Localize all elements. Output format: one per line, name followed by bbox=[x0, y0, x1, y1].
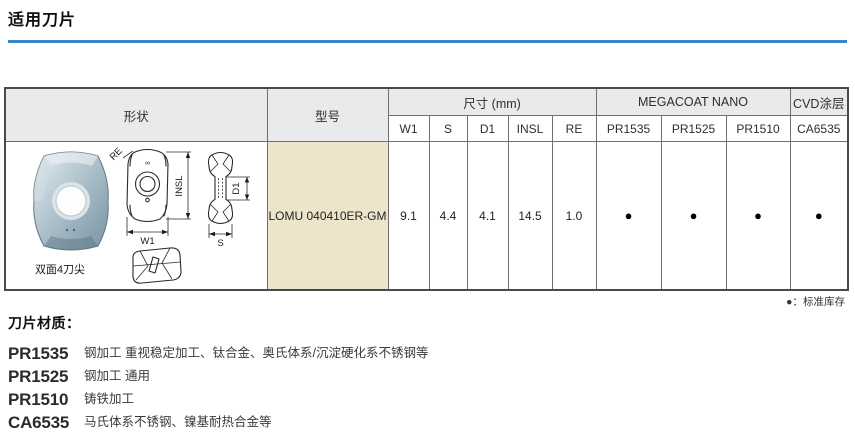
stock-pr1525-cell: ● bbox=[660, 141, 727, 291]
d1-value-cell: 4.1 bbox=[466, 141, 509, 291]
material-item: PR1525 钢加工 通用 bbox=[8, 365, 428, 388]
hole-mark: ∞ bbox=[145, 160, 150, 167]
model-cell: LOMU 040410ER-GM bbox=[266, 141, 389, 291]
w1-dimension-label: W1 bbox=[140, 236, 154, 247]
shape-cell: 双面4刀尖 ∞ RE bbox=[4, 141, 268, 291]
stock-pr1535-cell: ● bbox=[595, 141, 662, 291]
shape-caption: 双面4刀尖 bbox=[35, 263, 85, 276]
stock-pr1510-cell: ● bbox=[725, 141, 791, 291]
insert-materials-section: 刀片材质： PR1535 钢加工 重视稳定加工、钛合金、奥氏体系/沉淀硬化系不锈钢… bbox=[8, 313, 428, 434]
material-description: 钢加工 重视稳定加工、钛合金、奥氏体系/沉淀硬化系不锈钢等 bbox=[84, 346, 429, 360]
column-header-ca6535: CA6535 bbox=[789, 115, 849, 142]
column-header-re: RE bbox=[551, 115, 597, 142]
material-description: 钢加工 通用 bbox=[84, 369, 150, 383]
material-grade: PR1510 bbox=[8, 390, 69, 409]
material-grade: PR1535 bbox=[8, 344, 69, 363]
page-title: 适用刀片 bbox=[8, 12, 77, 29]
column-header-insl: INSL bbox=[507, 115, 553, 142]
re-dimension-label: RE bbox=[108, 146, 125, 163]
material-item: PR1535 钢加工 重视稳定加工、钛合金、奥氏体系/沉淀硬化系不锈钢等 bbox=[8, 342, 428, 365]
re-value-cell: 1.0 bbox=[551, 141, 597, 291]
materials-heading: 刀片材质： bbox=[8, 315, 81, 331]
column-header-size: 尺寸 (mm) bbox=[387, 87, 597, 116]
insl-dimension-label: INSL bbox=[174, 175, 185, 196]
insert-front-view-drawing: ∞ RE INSL bbox=[108, 146, 191, 247]
material-item: CA6535 马氏体系不锈钢、镍基耐热合金等 bbox=[8, 411, 428, 434]
insert-side-view-drawing: D1 S bbox=[207, 151, 250, 249]
insert-spec-table: 形状 型号 尺寸 (mm) MEGACOAT NANO CVD涂层 W1 S D… bbox=[4, 87, 849, 291]
material-grade: CA6535 bbox=[8, 413, 70, 432]
w1-value-cell: 9.1 bbox=[387, 141, 430, 291]
column-header-cvd-coating: CVD涂层 bbox=[789, 87, 849, 116]
column-header-shape: 形状 bbox=[4, 87, 268, 142]
s-dimension-label: S bbox=[217, 238, 223, 249]
column-header-megacoat-nano: MEGACOAT NANO bbox=[595, 87, 791, 116]
column-header-w1: W1 bbox=[387, 115, 430, 142]
column-header-pr1535: PR1535 bbox=[595, 115, 662, 142]
insert-shape-graphic: 双面4刀尖 ∞ RE bbox=[33, 146, 250, 284]
column-header-model: 型号 bbox=[266, 87, 389, 142]
stock-legend: ●：标准库存 bbox=[786, 296, 845, 308]
insl-value-cell: 14.5 bbox=[507, 141, 553, 291]
insert-photo bbox=[33, 151, 109, 251]
material-grade: PR1525 bbox=[8, 367, 69, 386]
column-header-d1: D1 bbox=[466, 115, 509, 142]
table-row: 双面4刀尖 ∞ RE bbox=[4, 141, 849, 291]
column-header-pr1525: PR1525 bbox=[660, 115, 727, 142]
material-description: 铸铁加工 bbox=[84, 392, 135, 406]
column-header-s: S bbox=[428, 115, 468, 142]
d1-dimension-label: D1 bbox=[231, 182, 242, 194]
insert-bottom-view-drawing bbox=[132, 247, 182, 284]
material-description: 马氏体系不锈钢、镍基耐热合金等 bbox=[84, 415, 272, 429]
material-item: PR1510 铸铁加工 bbox=[8, 388, 428, 411]
column-header-pr1510: PR1510 bbox=[725, 115, 791, 142]
s-value-cell: 4.4 bbox=[428, 141, 468, 291]
title-accent-rule bbox=[8, 40, 847, 43]
stock-ca6535-cell: ● bbox=[789, 141, 849, 291]
